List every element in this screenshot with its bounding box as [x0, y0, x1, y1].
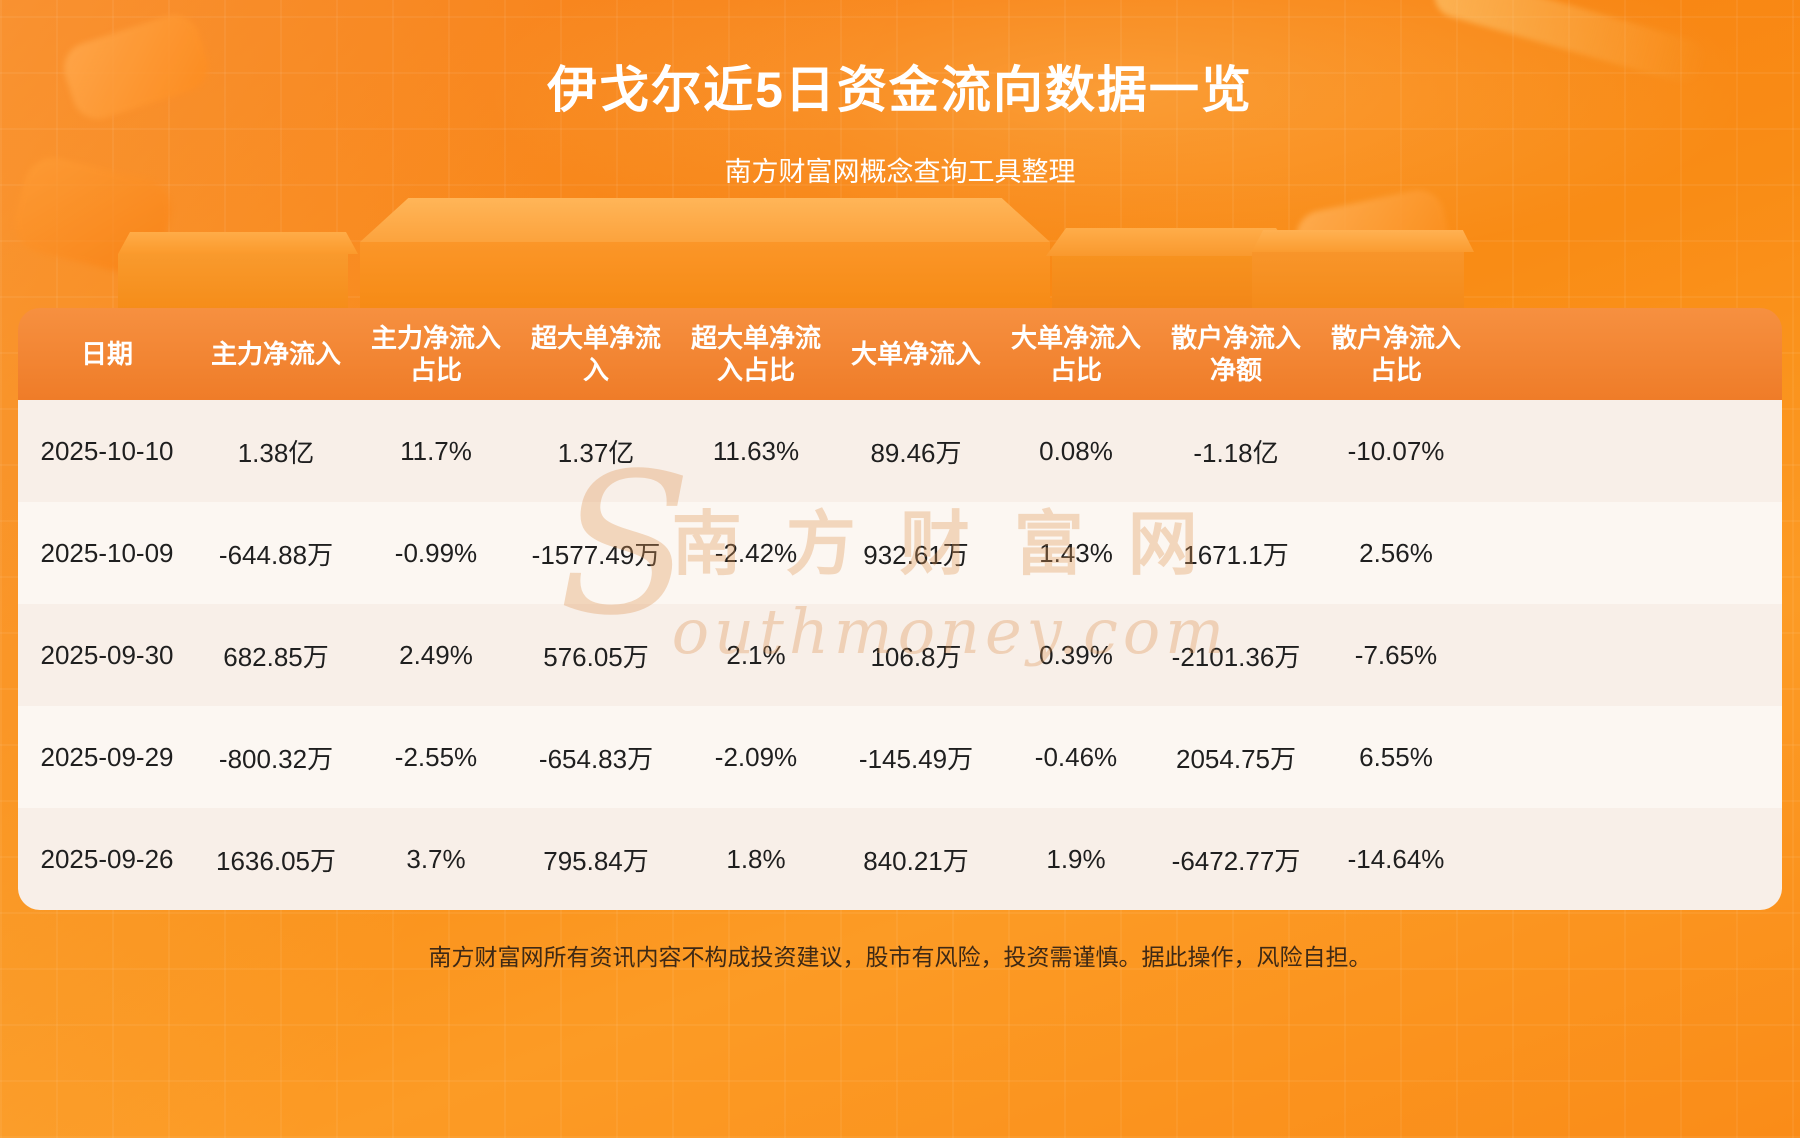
- table-row: 2025-09-30 682.85万 2.49% 576.05万 2.1% 106.8万 0…: [18, 604, 1782, 706]
- table-cell: -1.18亿: [1193, 437, 1279, 468]
- table-cell: 89.46万: [870, 437, 962, 468]
- table-cell: 2025-09-29: [40, 741, 174, 772]
- table-cell: -2.42%: [714, 537, 798, 568]
- page-subtitle: 南方财富网概念查询工具整理: [724, 157, 1076, 187]
- page-title: 伊戈尔近5日资金流向数据一览: [547, 62, 1253, 118]
- table-cell: -644.88万: [218, 539, 334, 570]
- fund-flow-table: 日期 主力净流入 主力净流入 占比 超大单净流入超大单净流 入占比 大单净流入 大单净流入 占比…: [18, 308, 1782, 910]
- table-cell: 932.61万: [863, 539, 969, 570]
- table-cell: 0.08%: [1039, 435, 1113, 466]
- table-cell: -654.83万: [538, 743, 654, 774]
- table-cell: -2101.36万: [1171, 641, 1301, 672]
- table-cell: 1.9%: [1046, 843, 1106, 874]
- table-cell: 682.85万: [223, 641, 329, 672]
- table-header-cell: 超大单净流 入占比: [690, 322, 821, 386]
- decor-platform-front: [360, 242, 1050, 312]
- table-cell: 1.8%: [726, 843, 786, 874]
- table-cell: 576.05万: [543, 641, 649, 672]
- table-cell: 106.8万: [870, 641, 962, 672]
- table-cell: 2.1%: [726, 639, 786, 670]
- table-cell: -1577.49万: [531, 539, 661, 570]
- table-cell: -7.65%: [1354, 639, 1438, 670]
- table-header-cell: 散户净流入 净额: [1170, 322, 1301, 386]
- table-cell: 2054.75万: [1176, 743, 1296, 774]
- table-cell: 2025-10-10: [40, 435, 174, 466]
- table-cell: -145.49万: [858, 743, 974, 774]
- table-cell: 1.43%: [1039, 537, 1113, 568]
- table-row: 2025-09-29 -800.32万 -2.55% -654.83万 -2.09% -1…: [18, 706, 1782, 808]
- table-cell: -2.55%: [394, 741, 478, 772]
- table-row: 2025-10-09 -644.88万 -0.99% -1577.49万 -2.42% 9…: [18, 502, 1782, 604]
- table-cell: 2025-09-30: [40, 639, 174, 670]
- table-cell: 1.38亿: [237, 437, 315, 468]
- decor-platform-top: [1252, 230, 1474, 252]
- decor-platform-top: [118, 232, 358, 254]
- table-header-cell: 主力净流入 占比: [370, 322, 501, 386]
- table-cell: 1671.1万: [1183, 539, 1289, 570]
- table-cell: -14.64%: [1347, 843, 1445, 874]
- table-header-cell: 大单净流入 占比: [1010, 322, 1141, 386]
- decor-platform-front: [1252, 252, 1464, 312]
- table-cell: 2.49%: [399, 639, 473, 670]
- table-cell: 840.21万: [863, 845, 969, 876]
- decor-platform-top: [360, 198, 1050, 242]
- table-cell: -800.32万: [218, 743, 334, 774]
- table-header-cell: 超大单净流入: [530, 322, 661, 386]
- table-header-cell: 大单净流入: [850, 338, 981, 369]
- table-cell: 1636.05万: [216, 845, 336, 876]
- decor-platform-front: [118, 254, 348, 312]
- table-header-cell: 主力净流入: [210, 338, 341, 369]
- table-cell: 1.37亿: [557, 437, 635, 468]
- table-cell: 2025-10-09: [40, 537, 174, 568]
- decor-platform-front: [1052, 256, 1290, 312]
- table-cell: -6472.77万: [1171, 845, 1301, 876]
- table-header-row: 日期 主力净流入 主力净流入 占比 超大单净流入超大单净流 入占比 大单净流入 大单净流入 占比…: [18, 308, 1782, 400]
- table-cell: -0.46%: [1034, 741, 1118, 772]
- table-cell: 795.84万: [543, 845, 649, 876]
- table-row: 2025-10-10 1.38亿 11.7% 1.37亿 11.63% 89.46万 0.0…: [18, 400, 1782, 502]
- table-cell: -10.07%: [1347, 435, 1445, 466]
- table-cell: -2.09%: [714, 741, 798, 772]
- table-cell: 11.63%: [712, 435, 800, 466]
- table-row: 2025-09-26 1636.05万 3.7% 795.84万 1.8% 840.21万…: [18, 808, 1782, 910]
- table-cell: -0.99%: [394, 537, 478, 568]
- table-header-cell: 散户净流入 占比: [1330, 322, 1461, 386]
- table-cell: 2.56%: [1359, 537, 1433, 568]
- table-cell: 11.7%: [400, 435, 472, 466]
- table-cell: 3.7%: [406, 843, 466, 874]
- table-header-cell: 日期: [80, 338, 133, 369]
- table-cell: 6.55%: [1359, 741, 1433, 772]
- disclaimer-text: 南方财富网所有资讯内容不构成投资建议，股市有风险，投资需谨慎。据此操作，风险自担…: [428, 944, 1372, 970]
- table-cell: 0.39%: [1039, 639, 1113, 670]
- table-cell: 2025-09-26: [40, 843, 174, 874]
